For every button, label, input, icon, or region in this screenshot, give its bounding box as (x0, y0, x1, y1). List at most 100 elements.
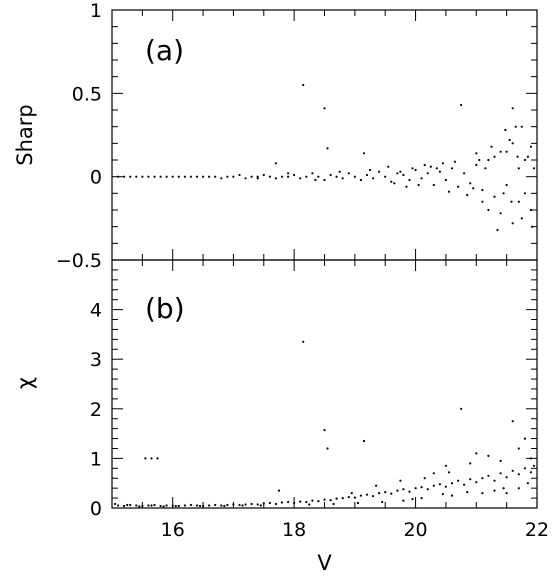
data-point (414, 487, 417, 490)
data-point (159, 504, 162, 508)
data-point (466, 193, 469, 197)
data-point (375, 484, 378, 487)
data-point (317, 500, 320, 503)
data-point (256, 503, 259, 506)
data-point (529, 208, 533, 212)
data-point (493, 479, 496, 482)
data-point (490, 145, 493, 148)
data-point (314, 178, 317, 182)
data-point (399, 479, 402, 482)
data-point (384, 491, 387, 494)
data-point (341, 177, 344, 180)
data-point (135, 175, 138, 178)
data-point (469, 182, 472, 185)
data-point (508, 138, 511, 142)
data-point (359, 178, 362, 182)
data-point (420, 177, 423, 180)
panel-b-y-axis-label: χ (13, 377, 37, 389)
data-point (453, 160, 457, 163)
data-point (487, 158, 490, 162)
data-point (450, 494, 454, 497)
data-point (517, 447, 520, 450)
data-point (259, 504, 262, 507)
data-point (280, 501, 284, 504)
data-point (153, 503, 156, 507)
data-point (135, 504, 138, 507)
data-point (411, 167, 414, 170)
data-point (511, 469, 514, 472)
data-point (214, 175, 217, 178)
data-point (338, 170, 341, 173)
data-point (308, 503, 311, 506)
data-point (262, 173, 265, 177)
data-point (299, 500, 302, 503)
data-point (487, 474, 490, 477)
data-point (466, 491, 469, 494)
data-point (502, 192, 505, 195)
data-point (129, 503, 132, 507)
data-point (475, 452, 478, 455)
data-point (423, 477, 426, 480)
data-point (441, 493, 444, 496)
data-point (405, 185, 408, 188)
data-point (381, 500, 384, 504)
data-point (402, 173, 405, 177)
data-point (420, 486, 423, 489)
y-tick-label: 1 (90, 0, 102, 22)
data-point (165, 504, 168, 507)
data-point (177, 504, 180, 508)
data-point (399, 170, 402, 173)
data-point (447, 471, 451, 474)
data-point (159, 175, 162, 178)
panel-b-tick-labels: 0 1 2 3 4 16 18 20 22 (90, 300, 549, 541)
data-point (189, 175, 192, 178)
data-point (274, 162, 277, 165)
data-point (526, 482, 530, 485)
data-point (362, 152, 366, 155)
data-point (335, 497, 338, 500)
data-point (481, 477, 484, 480)
data-point (323, 498, 326, 501)
data-point (332, 502, 335, 506)
panel-b-ticks (111, 259, 538, 509)
data-point (214, 503, 217, 507)
data-point (505, 150, 508, 153)
data-point (529, 145, 533, 148)
data-point (438, 483, 441, 486)
data-point (223, 504, 226, 508)
data-point (323, 107, 326, 110)
x-tick-label: 22 (525, 519, 549, 541)
data-point (171, 175, 174, 178)
data-point (511, 142, 514, 145)
data-point (432, 472, 435, 475)
data-point (408, 490, 411, 493)
data-point (299, 177, 302, 180)
data-point (460, 407, 463, 410)
data-point (326, 147, 329, 150)
data-point (372, 495, 375, 498)
data-point (496, 228, 499, 232)
data-point (311, 172, 314, 175)
data-point (472, 187, 475, 190)
data-point (387, 165, 390, 168)
data-point (256, 175, 259, 178)
data-point (305, 175, 308, 178)
data-point (147, 175, 150, 178)
data-point (162, 505, 165, 508)
data-point (220, 177, 223, 180)
data-point (138, 505, 141, 508)
data-point (402, 488, 405, 491)
data-point (183, 175, 186, 178)
panel-b-chi: 0 1 2 3 4 16 18 20 22 (b) χ V (13, 259, 549, 575)
data-point (517, 167, 520, 170)
data-point (457, 479, 460, 482)
data-point (481, 492, 484, 495)
data-point (420, 497, 423, 500)
data-point (198, 504, 202, 508)
data-point (523, 158, 527, 162)
data-point (359, 494, 362, 497)
data-point (517, 473, 520, 476)
data-point (493, 489, 496, 492)
data-point (368, 168, 372, 172)
data-point (226, 503, 229, 507)
